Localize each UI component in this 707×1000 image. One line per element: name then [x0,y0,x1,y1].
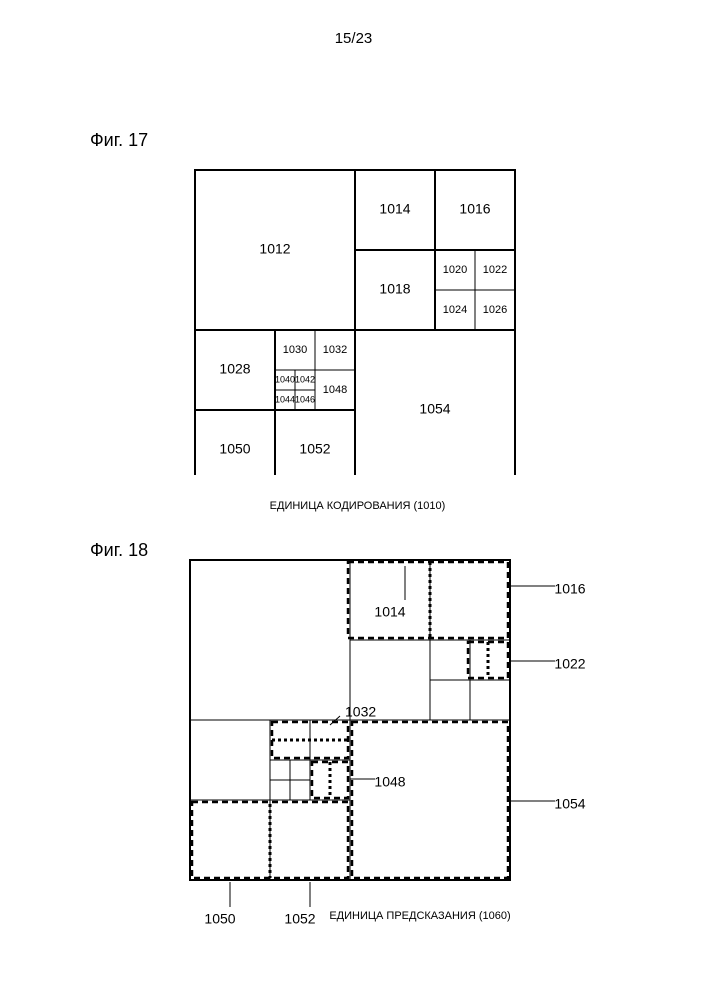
svg-text:1044: 1044 [275,394,295,404]
page: 15/23 Фиг. 17 10121014101610181020102210… [0,0,707,1000]
svg-text:1022: 1022 [554,656,585,672]
svg-text:1048: 1048 [323,384,347,396]
svg-text:1032: 1032 [323,344,347,356]
svg-text:1052: 1052 [299,441,330,457]
svg-text:1026: 1026 [483,304,507,316]
svg-text:1040: 1040 [275,374,295,384]
svg-text:1020: 1020 [443,264,467,276]
fig17-diagram: 1012 1014 1016 1018 1020 1022 1024 1026 1028 1030… [190,165,525,475]
svg-text:1054: 1054 [419,401,450,417]
svg-text:1054: 1054 [554,796,585,812]
svg-text:1030: 1030 [283,344,307,356]
svg-text:1050: 1050 [219,441,250,457]
fig17-caption: ЕДИНИЦА КОДИРОВАНИЯ (1010) [190,500,525,512]
svg-text:1042: 1042 [295,374,315,384]
fig18-caption: ЕДИНИЦА ПРЕДСКАЗАНИЯ (1060) [280,910,560,922]
svg-text:1046: 1046 [295,394,315,404]
svg-text:1028: 1028 [219,361,250,377]
svg-text:1014: 1014 [374,604,405,620]
svg-text:1032: 1032 [345,704,376,720]
fig18-diagram: 10141016102210321048105410501052 [100,550,600,940]
page-number: 15/23 [0,30,707,47]
svg-text:1012: 1012 [259,241,290,257]
svg-text:1050: 1050 [204,911,235,927]
svg-text:1022: 1022 [483,264,507,276]
fig17-label: Фиг. 17 [90,130,148,151]
svg-text:1024: 1024 [443,304,467,316]
svg-text:1016: 1016 [459,201,490,217]
svg-text:1014: 1014 [379,201,410,217]
svg-text:1048: 1048 [374,774,405,790]
svg-text:1018: 1018 [379,281,410,297]
svg-text:1016: 1016 [554,581,585,597]
